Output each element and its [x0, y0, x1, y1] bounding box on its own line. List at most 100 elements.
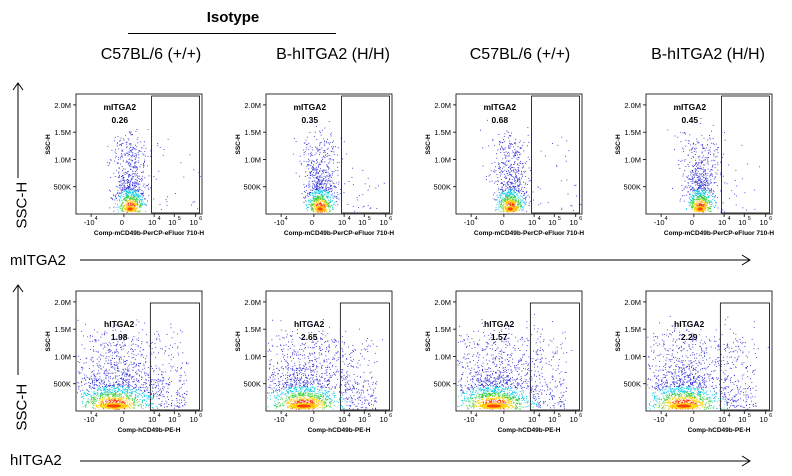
gate-value: 0.26 — [112, 115, 129, 125]
x-tick-exponent: 5 — [558, 216, 561, 222]
x-tick-label: -10 — [84, 415, 95, 424]
event-cloud — [667, 118, 761, 213]
event-cloud — [457, 313, 573, 410]
y-tick-label: 1.5M — [54, 325, 71, 334]
y-tick-label: 1.5M — [434, 325, 451, 334]
row1-y-side-label: SSC-H — [13, 181, 31, 229]
event-cloud — [480, 119, 582, 213]
y-tick-label: 500K — [623, 183, 641, 192]
x-tick-label: 0 — [310, 218, 314, 227]
x-tick-exponent: 6 — [199, 413, 202, 419]
x-axis-label: Comp-hCD49b-PE-H — [118, 427, 181, 434]
x-tick-label: -10 — [274, 415, 285, 424]
x-tick-exponent: 4 — [95, 216, 98, 222]
row1-y-arrow — [12, 82, 24, 178]
x-axis-label: Comp-mCD49b-PerCP-eFluor 710-H — [284, 230, 394, 237]
plot-frame — [645, 290, 773, 412]
row1-x-arrow — [80, 254, 751, 266]
x-tick-exponent: 4 — [538, 216, 541, 222]
x-tick-label: 10 — [168, 415, 176, 424]
x-tick-exponent: 5 — [178, 413, 181, 419]
x-tick-label: 0 — [690, 218, 694, 227]
x-tick-exponent: 6 — [199, 216, 202, 222]
gate-rectangle — [721, 95, 770, 214]
plot-frame — [265, 290, 393, 412]
plot-frame — [75, 290, 203, 412]
density-hotspot — [106, 404, 121, 408]
plot-frame — [75, 93, 203, 215]
x-tick-exponent: 6 — [579, 413, 582, 419]
x-tick-exponent: 4 — [348, 413, 351, 419]
y-tick-label: 1.0M — [244, 352, 261, 361]
x-tick-label: 10 — [548, 415, 556, 424]
y-tick-label: 1.0M — [624, 155, 641, 164]
y-tick-label: 2.0M — [54, 101, 71, 110]
density-hotspot — [697, 207, 703, 211]
gate-value: 2.29 — [681, 332, 698, 342]
x-tick-exponent: 4 — [475, 413, 478, 419]
plot-frame — [265, 93, 393, 215]
y-tick-label: 1.5M — [244, 325, 261, 334]
y-tick-label: 1.5M — [434, 128, 451, 137]
row2-y-side-label: SSC-H — [13, 383, 31, 431]
y-tick-label: 1.0M — [434, 155, 451, 164]
x-tick-exponent: 6 — [389, 216, 392, 222]
x-tick-exponent: 6 — [579, 216, 582, 222]
x-tick-label: 10 — [760, 218, 768, 227]
x-tick-label: -10 — [84, 218, 95, 227]
x-tick-label: -10 — [464, 415, 475, 424]
y-axis-label: SSC-H — [425, 134, 432, 155]
row1-axis-label: mITGA2 — [10, 252, 66, 269]
x-axis-label: Comp-mCD49b-PerCP-eFluor 710-H — [94, 230, 204, 237]
gate-rectangle — [339, 302, 390, 411]
x-tick-label: 0 — [120, 415, 124, 424]
event-cloud — [106, 129, 201, 213]
column-header-4: B-hITGA2 (H/H) — [651, 46, 765, 63]
x-tick-label: 0 — [500, 218, 504, 227]
gate-value: 0.35 — [302, 115, 319, 125]
x-tick-exponent: 4 — [348, 216, 351, 222]
x-tick-exponent: 6 — [389, 413, 392, 419]
x-tick-label: 10 — [570, 415, 578, 424]
x-tick-exponent: 4 — [538, 413, 541, 419]
y-tick-label: 1.0M — [244, 155, 261, 164]
x-tick-exponent: 4 — [665, 413, 668, 419]
x-tick-exponent: 4 — [728, 216, 731, 222]
column-header-2: B-hITGA2 (H/H) — [276, 46, 390, 63]
density-hotspot — [507, 207, 513, 211]
x-tick-label: 10 — [380, 218, 388, 227]
y-tick-label: 2.0M — [624, 101, 641, 110]
y-tick-label: 1.0M — [54, 352, 71, 361]
x-tick-exponent: 5 — [178, 216, 181, 222]
gate-value: 2.65 — [301, 332, 318, 342]
x-tick-label: 10 — [380, 415, 388, 424]
x-tick-label: 10 — [760, 415, 768, 424]
event-cloud — [293, 119, 385, 213]
event-cloud — [647, 316, 769, 410]
x-tick-exponent: 4 — [95, 413, 98, 419]
x-tick-label: 10 — [358, 415, 366, 424]
x-tick-exponent: 5 — [748, 413, 751, 419]
x-tick-label: 10 — [148, 415, 156, 424]
y-tick-label: 2.0M — [244, 101, 261, 110]
density-hotspot — [317, 207, 323, 211]
y-tick-label: 500K — [53, 380, 71, 389]
x-tick-exponent: 4 — [158, 216, 161, 222]
row2-x-arrow — [80, 455, 751, 467]
plot-frame — [645, 93, 773, 215]
y-axis-label: SSC-H — [45, 331, 52, 352]
gate-value: 0.68 — [492, 115, 509, 125]
row2-y-arrow — [12, 284, 24, 375]
gate-label: mITGA2 — [104, 102, 137, 112]
y-tick-label: 500K — [433, 183, 451, 192]
gate-value: 1.57 — [491, 332, 508, 342]
y-tick-label: 500K — [243, 380, 261, 389]
x-axis-label: Comp-mCD49b-PerCP-eFluor 710-H — [664, 230, 774, 237]
gate-value: 1.98 — [111, 332, 128, 342]
gate-label: hITGA2 — [294, 319, 324, 329]
x-tick-label: 10 — [528, 218, 536, 227]
